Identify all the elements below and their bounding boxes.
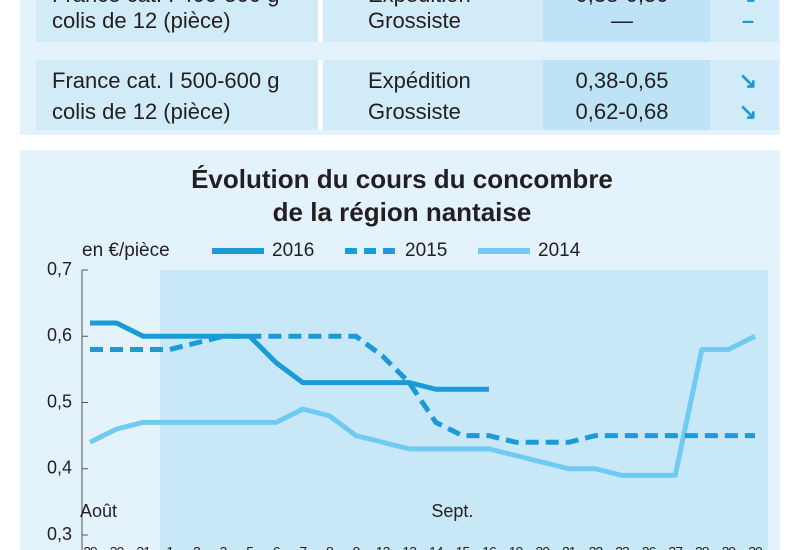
trend: – <box>742 8 754 33</box>
stage: Expédition <box>368 0 471 7</box>
product: colis de 12 (pièce) <box>52 8 231 33</box>
trend: ↘ <box>739 99 757 124</box>
x-tick-label: 21 <box>562 544 577 550</box>
x-tick-label: 29 <box>722 544 737 550</box>
chart-title: de la région nantaise <box>273 197 532 227</box>
x-tick-label: 5 <box>246 544 254 550</box>
stage: Expédition <box>368 68 471 93</box>
series-line <box>88 334 757 478</box>
product: France cat. I 400-500 g <box>52 0 279 7</box>
x-tick-label: 13 <box>402 544 417 550</box>
legend-label: 2014 <box>538 240 581 261</box>
chart-title: Évolution du cours du concombre <box>191 164 613 194</box>
price: 0,62-0,68 <box>576 99 669 124</box>
plot-bg-left <box>82 270 160 550</box>
stage: Grossiste <box>368 8 461 33</box>
y-tick-label: 0,3 <box>47 524 72 544</box>
x-tick-label: 9 <box>353 544 361 550</box>
x-tick-label: 22 <box>589 544 604 550</box>
y-tick-label: 0,6 <box>47 325 72 345</box>
trend: ↘ <box>739 68 757 93</box>
annotation: Sept. <box>431 501 473 521</box>
x-tick-label: 31 <box>136 544 151 550</box>
x-tick-label: 12 <box>376 544 391 550</box>
x-tick-label: 30 <box>748 544 763 550</box>
x-tick-label: 6 <box>273 544 281 550</box>
series-line <box>90 333 755 445</box>
price: — <box>611 8 633 33</box>
x-tick-label: 3 <box>220 544 228 550</box>
x-tick-label: 29 <box>83 544 98 550</box>
x-tick-label: 19 <box>509 544 524 550</box>
series-line <box>90 320 489 392</box>
x-tick-label: 14 <box>429 544 444 550</box>
price: 0,38-0,50 <box>576 0 669 7</box>
legend-label: 2015 <box>405 240 447 261</box>
price-col <box>543 0 710 42</box>
x-tick-label: 7 <box>299 544 307 550</box>
x-tick-label: 16 <box>482 544 497 550</box>
product: colis de 12 (pièce) <box>52 99 231 124</box>
x-tick-label: 1 <box>166 544 174 550</box>
trend: ↘ <box>739 0 757 7</box>
price: 0,38-0,65 <box>576 68 669 93</box>
legend-label: 2016 <box>272 240 314 261</box>
x-tick-label: 15 <box>456 544 471 550</box>
y-axis-label: en €/pièce <box>82 240 170 261</box>
x-tick-label: 30 <box>110 544 125 550</box>
x-tick-label: 23 <box>615 544 630 550</box>
x-tick-label: 2 <box>193 544 201 550</box>
y-tick-label: 0,7 <box>47 259 72 279</box>
x-tick-label: 28 <box>695 544 710 550</box>
sep <box>318 60 323 130</box>
x-tick-label: 8 <box>326 544 334 550</box>
stage: Grossiste <box>368 99 461 124</box>
annotation: Août <box>80 501 117 521</box>
price-col <box>543 60 710 130</box>
sep <box>318 0 323 42</box>
x-tick-label: 26 <box>642 544 657 550</box>
x-tick-label: 20 <box>535 544 550 550</box>
y-tick-label: 0,4 <box>47 458 72 478</box>
x-tick-label: 27 <box>668 544 683 550</box>
y-tick-label: 0,5 <box>47 391 72 411</box>
product: France cat. I 500-600 g <box>52 68 279 93</box>
